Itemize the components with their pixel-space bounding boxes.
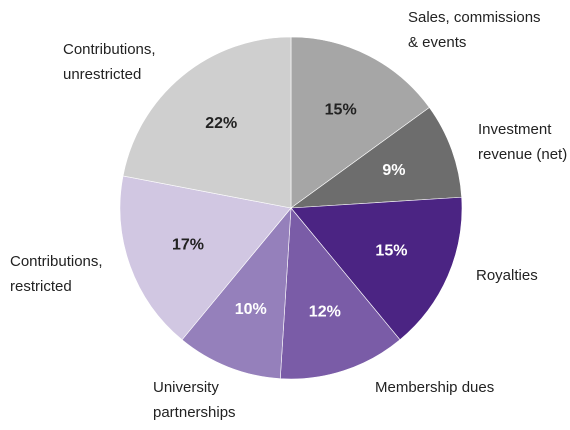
data-label: 12%: [309, 303, 341, 320]
data-label: 15%: [375, 243, 407, 260]
pie-slice: [290, 196, 463, 341]
pie-slice: [290, 36, 430, 209]
pie-slice: [122, 36, 292, 209]
pie-slice: [181, 207, 292, 379]
pie-slice: [279, 207, 401, 380]
data-label: 9%: [382, 162, 405, 179]
pie-slice: [289, 107, 462, 209]
category-label: Investment revenue (net): [478, 121, 567, 163]
category-label: Contributions, unrestricted: [63, 41, 156, 83]
data-label: 22%: [205, 115, 237, 132]
data-label: 10%: [235, 301, 267, 318]
category-label: Contributions, restricted: [10, 253, 103, 295]
category-label: Sales, commissions & events: [408, 9, 541, 51]
data-label: 17%: [172, 236, 204, 253]
category-label: University partnerships: [153, 379, 236, 421]
category-label: Membership dues: [375, 379, 494, 396]
data-label: 15%: [325, 102, 357, 119]
pie-slice: [119, 175, 292, 341]
category-label: Royalties: [476, 267, 538, 284]
